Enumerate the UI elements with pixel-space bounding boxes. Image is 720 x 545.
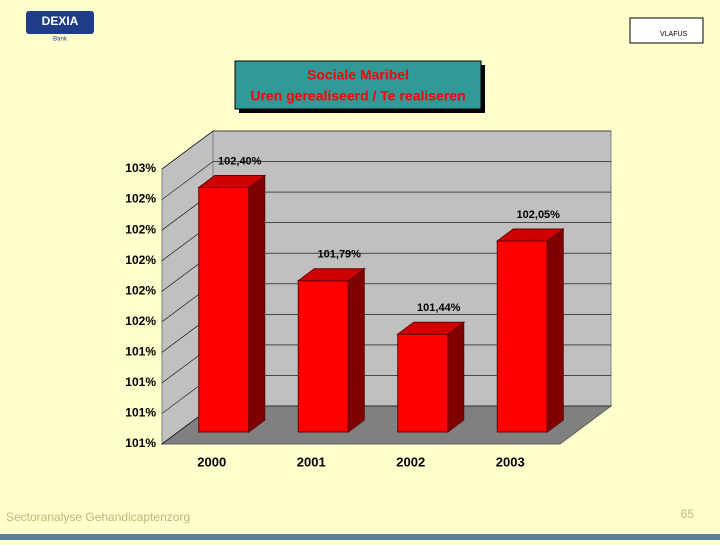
bar-top — [197, 175, 267, 189]
logo-left-sub: Bank — [53, 37, 68, 43]
y-tick-label: 101% — [125, 345, 156, 359]
bar-front — [198, 187, 250, 433]
y-tick-label: 102% — [125, 283, 156, 297]
y-tick-label: 103% — [125, 161, 156, 175]
y-tick-label: 102% — [125, 192, 156, 206]
bar-front — [297, 280, 349, 433]
footer: Sectoranalyse Gehandicaptenzorg — [6, 510, 190, 524]
bar-front — [397, 333, 449, 433]
logo-left — [26, 11, 94, 34]
x-tick-label: 2003 — [496, 454, 525, 469]
y-tick-label: 101% — [125, 436, 156, 450]
logo-right-text: VLAFUS — [660, 31, 688, 38]
y-tick-label: 102% — [125, 253, 156, 267]
page-number: 65 — [681, 507, 695, 521]
title-box — [234, 60, 482, 110]
x-tick-label: 2002 — [396, 454, 425, 469]
value-label: 101,79% — [318, 249, 362, 261]
chart-title: Uren gerealiseerd / Te realiseren — [250, 88, 465, 104]
logo-right — [629, 17, 704, 44]
plot: 101% 101% 101% 101% 102% 102% 102% 102% 102% 103%… — [125, 130, 613, 469]
y-tick-label: 101% — [125, 406, 156, 420]
y-tick-label: 102% — [125, 314, 156, 328]
y-tick-label: 102% — [125, 222, 156, 236]
y-tick-label: 101% — [125, 375, 156, 389]
x-tick-label: 2001 — [297, 454, 326, 469]
logo-left-text: DEXIA — [42, 14, 79, 28]
grid-line — [161, 161, 611, 200]
value-label: 101,44% — [417, 302, 461, 314]
bar-top — [396, 321, 466, 335]
value-label: 102,40% — [218, 155, 262, 167]
value-label: 102,05% — [517, 209, 561, 221]
bottom-bar — [0, 534, 720, 540]
bar-side — [546, 228, 564, 433]
bar-top — [495, 228, 565, 242]
bar-side — [347, 267, 365, 433]
x-tick-label: 2000 — [197, 454, 226, 469]
chart-title: Sociale Maribel — [307, 67, 409, 83]
bar-front — [496, 240, 548, 433]
grid-line — [161, 130, 611, 170]
bar-side — [248, 174, 266, 433]
bar-side — [447, 321, 465, 433]
bar-top — [296, 268, 366, 282]
